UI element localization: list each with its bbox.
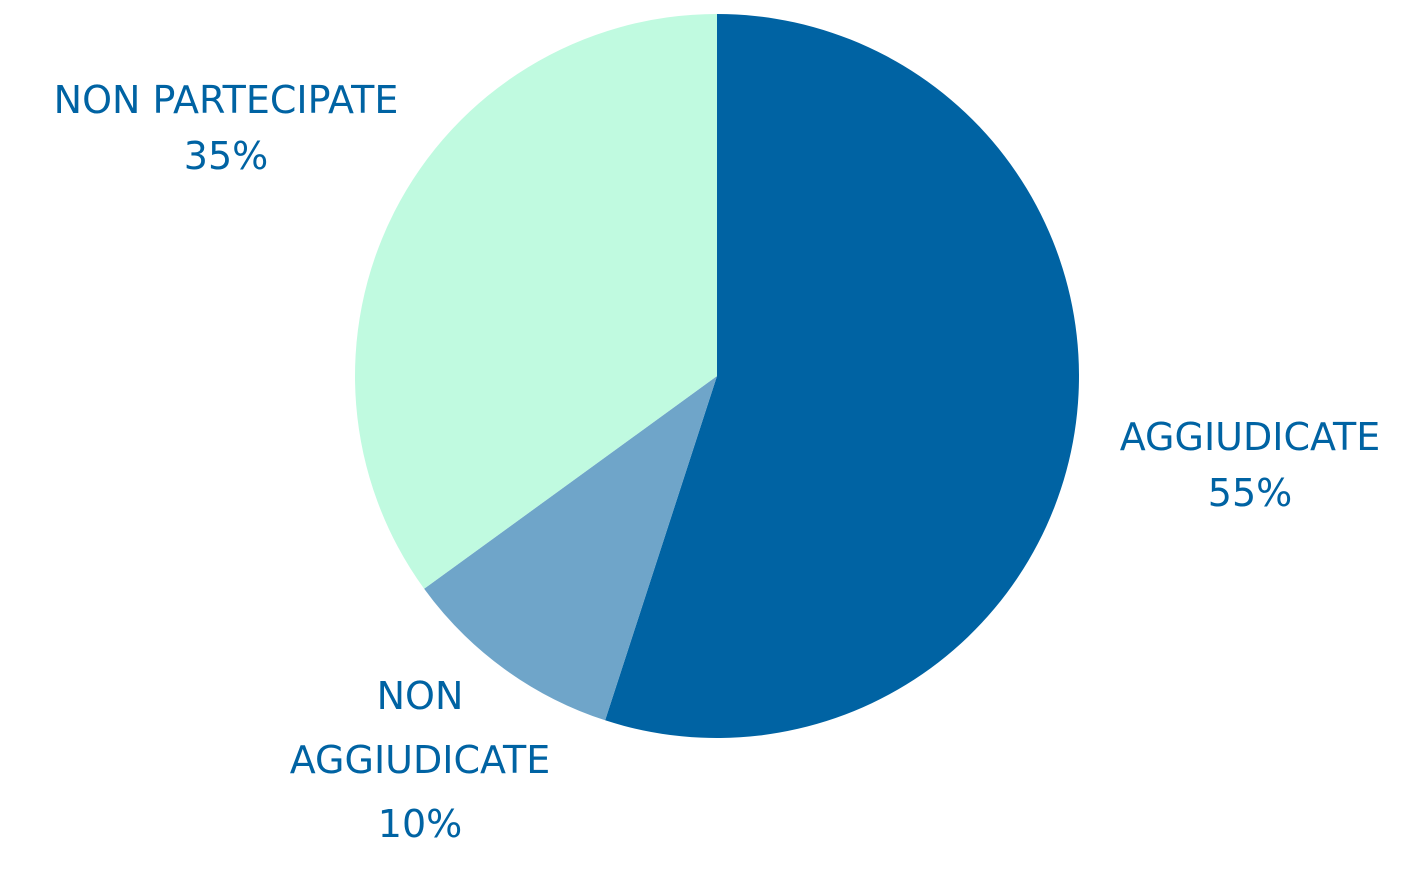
category-label: AGGIUDICATE [1119, 415, 1381, 459]
category-label: NON AGGIUDICATE [289, 674, 551, 782]
value-label: 10% [377, 802, 463, 846]
pie-slice [354, 14, 717, 589]
slice-label: AGGIUDICATE 55% [1090, 409, 1410, 521]
slice-label: NON AGGIUDICATE 10% [285, 664, 555, 856]
pie-slice [424, 376, 717, 721]
value-label: 35% [183, 134, 269, 178]
value-label: 55% [1207, 471, 1293, 515]
pie-slice [605, 14, 1079, 738]
slice-label: NON PARTECIPATE 35% [6, 72, 446, 184]
category-label: NON PARTECIPATE [53, 78, 399, 122]
